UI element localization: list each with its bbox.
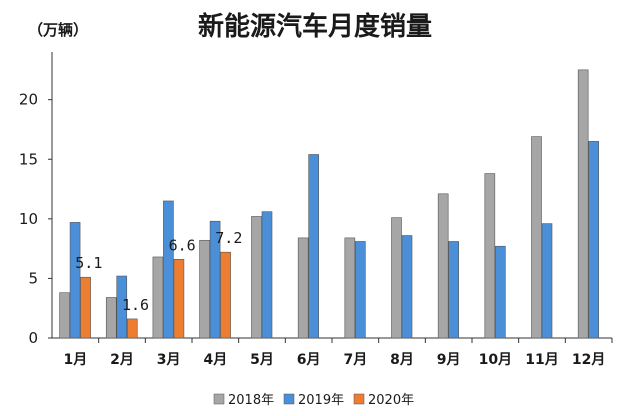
legend-label: 2020年 bbox=[368, 393, 414, 408]
bar bbox=[355, 241, 366, 339]
bar bbox=[199, 239, 210, 339]
bar bbox=[69, 222, 81, 339]
bar bbox=[152, 256, 164, 339]
data-labels: 5.1 1.6 6.6 7.2 bbox=[75, 229, 242, 314]
bars bbox=[59, 69, 599, 339]
bar bbox=[308, 154, 319, 339]
data-label: 5.1 bbox=[75, 254, 102, 272]
bar bbox=[251, 216, 262, 339]
bar bbox=[220, 251, 231, 339]
x-tick-label: 10月 bbox=[479, 352, 512, 368]
bar bbox=[261, 211, 273, 339]
bar bbox=[588, 141, 599, 339]
bar bbox=[391, 217, 402, 339]
legend-swatch bbox=[353, 393, 365, 405]
bar bbox=[541, 223, 553, 339]
bar bbox=[448, 241, 459, 339]
legend-label: 2018年 bbox=[228, 393, 274, 408]
data-label: 7.2 bbox=[215, 229, 242, 247]
x-tick-label: 3月 bbox=[157, 352, 181, 368]
legend-swatch bbox=[283, 393, 295, 405]
bar bbox=[173, 259, 185, 339]
bar bbox=[344, 237, 356, 339]
x-tick-label: 9月 bbox=[437, 352, 461, 368]
legend-swatch bbox=[213, 393, 225, 405]
x-tick-label: 2月 bbox=[110, 352, 134, 368]
y-tick-label: 20 bbox=[19, 91, 38, 109]
bar bbox=[209, 220, 221, 339]
legend-label: 2019年 bbox=[298, 393, 344, 408]
y-tick-label: 5 bbox=[28, 269, 38, 287]
x-tick-label: 7月 bbox=[343, 352, 367, 368]
legend: 2018年 2019年 2020年 bbox=[213, 393, 414, 408]
x-tick-label: 6月 bbox=[297, 352, 321, 368]
chart-title: 新能源汽车月度销量 bbox=[198, 11, 432, 42]
bar bbox=[577, 69, 589, 339]
x-tick-label: 12月 bbox=[572, 352, 605, 368]
bar bbox=[531, 136, 542, 339]
bar bbox=[126, 318, 138, 339]
y-tick-label: 10 bbox=[19, 210, 38, 228]
data-label: 1.6 bbox=[122, 296, 149, 314]
bar bbox=[437, 193, 449, 339]
x-tick-label: 8月 bbox=[390, 352, 414, 368]
x-tick-label: 5月 bbox=[250, 352, 274, 368]
data-label: 6.6 bbox=[169, 236, 196, 254]
y-tick-label: 0 bbox=[28, 329, 38, 347]
bar bbox=[163, 200, 174, 339]
x-tick-label: 11月 bbox=[525, 352, 558, 368]
bar bbox=[105, 297, 117, 339]
bar bbox=[401, 235, 413, 339]
unit-label: （万辆） bbox=[28, 21, 88, 39]
bar bbox=[59, 292, 70, 339]
x-tick-label: 4月 bbox=[203, 352, 227, 368]
bar bbox=[495, 245, 506, 339]
x-tick-label: 1月 bbox=[63, 352, 87, 368]
bar bbox=[484, 173, 496, 339]
axes: 0 5 10 15 20 1月 2月 3月 4月 5月 6月 7月 8月 9月 10月 11月 12月 bbox=[19, 52, 613, 368]
bar bbox=[116, 275, 128, 339]
bar bbox=[80, 276, 91, 339]
bar bbox=[297, 237, 309, 339]
y-tick-label: 15 bbox=[19, 150, 38, 168]
